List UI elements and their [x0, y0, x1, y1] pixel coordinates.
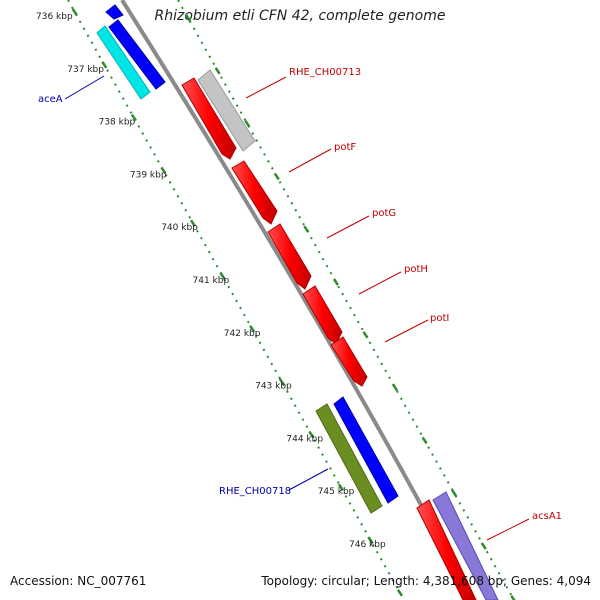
tick-dash: [303, 225, 310, 233]
gene-arrow-blue-2[interactable]: [333, 396, 399, 504]
gene-RHE_CH00718-region: [315, 396, 399, 514]
tick-dash: [249, 325, 256, 333]
tick-label: 740 kbp: [161, 223, 198, 233]
tick-dash: [219, 272, 226, 280]
tick-dash: [421, 436, 428, 445]
tick-dash: [337, 483, 344, 491]
tick-dash: [160, 166, 167, 175]
tick-dash: [244, 119, 251, 128]
tick-dash: [101, 61, 108, 69]
gene-arrow-acsA1[interactable]: [432, 491, 499, 600]
gene-arrow-potI[interactable]: [330, 336, 368, 387]
tick-dash: [185, 14, 192, 22]
forward-genes: [181, 69, 499, 600]
gene-label-potI[interactable]: potI: [430, 313, 449, 324]
map-title: Rhizobium etli CFN 42, complete genome: [154, 8, 446, 24]
inner-dotted-guide: [67, 0, 405, 600]
gene-label-potF[interactable]: potF: [334, 142, 356, 153]
tick-label: 746 kbp: [349, 540, 386, 550]
tick-dash: [510, 595, 516, 600]
gene-arrow-potF[interactable]: [231, 160, 278, 225]
tick-dash: [396, 589, 404, 597]
gene-arrow-RHE_CH00718[interactable]: [315, 403, 383, 514]
gene-arrow-potG[interactable]: [267, 223, 312, 290]
tick-dash: [214, 67, 221, 75]
tick-label: 744 kbp: [286, 434, 323, 444]
gene-arrow-blue-small[interactable]: [105, 4, 124, 20]
gene-label-potH[interactable]: potH: [404, 264, 428, 275]
tick-label: 745 kbp: [318, 487, 355, 497]
tick-dash: [71, 8, 78, 16]
gene-aceA-region: [96, 4, 166, 100]
tick-label: 739 kbp: [130, 170, 167, 180]
tick-dash: [130, 113, 137, 122]
tick-dash: [273, 172, 280, 181]
gene-arrow-RHE_CH00713[interactable]: [197, 69, 256, 152]
gene-arrow-blue-1[interactable]: [108, 19, 166, 90]
tick-label: 738 kbp: [99, 118, 136, 128]
gene-label-RHE_CH00718[interactable]: RHE_CH00718: [219, 486, 291, 497]
tick-label: 742 kbp: [224, 329, 261, 339]
tick-dash: [367, 536, 374, 544]
tick-label: 736 kbp: [36, 12, 73, 22]
gene-arrow-potH[interactable]: [302, 285, 343, 345]
tick-dash: [451, 489, 458, 497]
tick-label: 737 kbp: [67, 65, 104, 75]
tick-dash: [480, 542, 487, 550]
gene-labels: RHE_CH00713 potF potG potH potI acsA1 ac…: [38, 67, 562, 522]
gene-label-potG[interactable]: potG: [372, 208, 396, 219]
tick-dash: [392, 383, 399, 392]
gene-label-acsA1[interactable]: acsA1: [532, 511, 562, 522]
tick-dash: [278, 377, 285, 386]
outer-dotted-guide: [177, 0, 515, 600]
genome-summary-text: Topology: circular; Length: 4,381,608 bp…: [261, 574, 591, 588]
gene-label-aceA[interactable]: aceA: [38, 94, 63, 105]
gene-label-RHE_CH00713[interactable]: RHE_CH00713: [289, 67, 361, 78]
gene-arrow-red-acs[interactable]: [416, 499, 477, 600]
gene-arrow-red-0[interactable]: [181, 77, 237, 160]
tick-dash: [332, 278, 339, 286]
accession-text: Accession: NC_007761: [10, 574, 147, 588]
tick-marks: [71, 8, 516, 600]
tick-labels: 736 kbp 737 kbp 738 kbp 739 kbp 740 kbp 741 k…: [36, 12, 386, 550]
tick-label: 743 kbp: [255, 382, 292, 392]
tick-dash: [308, 430, 315, 439]
tick-label: 741 kbp: [193, 276, 230, 286]
label-leaders: [64, 75, 530, 541]
gene-arrow-aceA[interactable]: [96, 25, 151, 100]
tick-dash: [189, 219, 197, 227]
tick-dash: [362, 331, 369, 339]
